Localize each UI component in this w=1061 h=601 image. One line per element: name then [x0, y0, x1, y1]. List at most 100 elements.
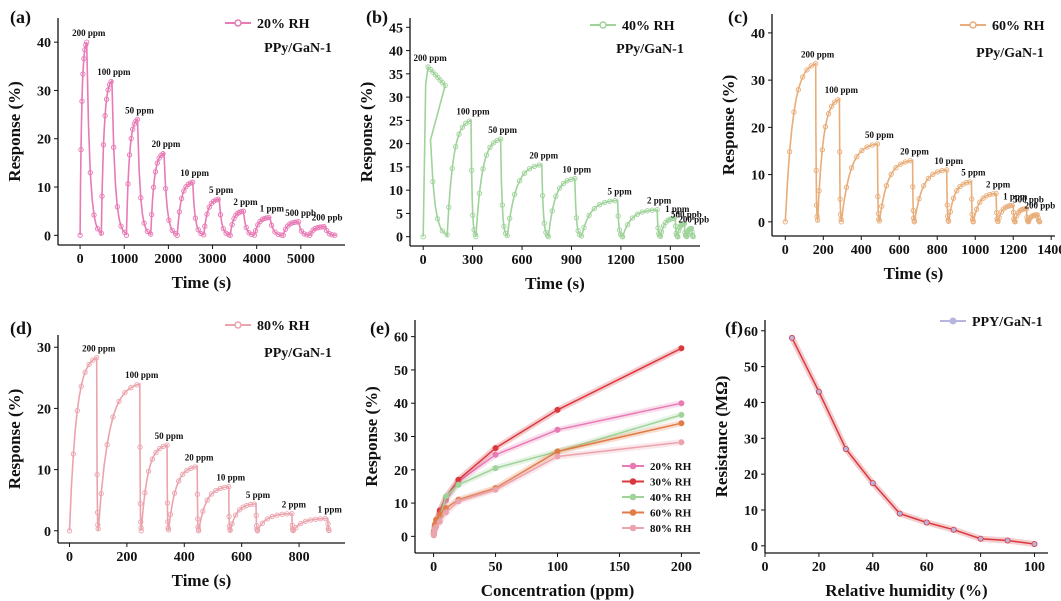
legend-label: 40% RH [650, 492, 692, 504]
concentration-label: 2 ppm [647, 196, 672, 206]
legend-marker [629, 462, 637, 470]
x-axis-title: Concentration (ppm) [481, 581, 634, 600]
data-point [911, 219, 918, 225]
x-tick-label: 1200 [999, 243, 1027, 258]
y-tick-label: 30 [751, 74, 765, 89]
data-point [681, 221, 687, 227]
data-point [945, 213, 951, 220]
concentration-label: 200 ppb [1025, 201, 1056, 211]
data-point [977, 199, 983, 205]
data-point [78, 383, 84, 389]
y-tick-label: 0 [44, 229, 51, 244]
x-tick-label: 1000 [110, 252, 138, 267]
legend-label: 30% RH [650, 477, 692, 489]
response-curve [784, 62, 1041, 223]
x-tick-label: 2000 [154, 252, 182, 267]
data-point [322, 515, 328, 522]
data-point [516, 178, 523, 184]
data-point [138, 519, 144, 525]
legend-marker [629, 509, 637, 516]
data-point [190, 179, 196, 185]
x-tick-label: 100 [547, 560, 568, 575]
data-point [436, 518, 443, 525]
data-point [149, 211, 155, 218]
data-point [298, 228, 305, 234]
concentration-label: 50 ppm [125, 105, 154, 115]
data-point [226, 484, 232, 490]
x-tick-label: 4000 [243, 252, 271, 267]
data-point [572, 175, 578, 182]
x-tick-label: 0 [420, 253, 427, 268]
data-point [837, 196, 843, 202]
data-point [164, 500, 171, 506]
data-point [105, 87, 111, 93]
y-tick-label: 0 [396, 231, 403, 246]
panel-label: (e) [370, 318, 390, 339]
data-point [150, 184, 157, 190]
data-point [128, 135, 134, 142]
data-point [326, 527, 332, 534]
data-point [326, 231, 332, 237]
data-point [323, 227, 330, 234]
data-point [142, 490, 148, 496]
concentration-label: 500 ppb [285, 208, 316, 218]
concentration-label: 20 ppm [900, 146, 929, 156]
data-point [94, 471, 100, 478]
data-point [444, 232, 450, 238]
data-point [128, 385, 134, 391]
data-point [172, 231, 179, 237]
panel-label: (b) [366, 7, 388, 28]
concentration-label: 10 ppm [934, 156, 963, 166]
data-point [835, 97, 841, 103]
data-point [436, 511, 443, 518]
data-point [843, 184, 850, 190]
data-point [828, 103, 835, 109]
data-point [80, 71, 86, 77]
x-tick-label: 800 [927, 243, 948, 258]
data-point [678, 411, 685, 418]
data-point [869, 142, 875, 148]
data-point [596, 202, 603, 208]
concentration-label: 500 ppb [671, 210, 702, 220]
data-point [279, 511, 285, 517]
data-point [126, 152, 133, 158]
legend-marker [234, 321, 242, 329]
data-point [94, 226, 101, 232]
data-point [1009, 202, 1015, 209]
data-point [607, 198, 613, 204]
data-point [319, 224, 325, 230]
concentration-label: 5 ppm [209, 185, 234, 195]
y-tick-label: 20 [389, 138, 403, 153]
legend-marker [949, 317, 957, 325]
data-point [87, 169, 93, 176]
data-point [102, 112, 108, 119]
data-point [888, 171, 894, 177]
data-point [154, 160, 160, 166]
x-tick-label: 20 [812, 560, 826, 575]
data-point [149, 456, 155, 462]
data-point [808, 63, 814, 69]
y-axis-title: Response (%) [357, 82, 376, 183]
y-tick-label: 20 [37, 402, 51, 417]
data-point [459, 124, 466, 130]
data-point [950, 195, 957, 201]
y-tick-label: 10 [394, 497, 408, 512]
data-point [103, 96, 110, 102]
data-point [624, 222, 631, 228]
data-point [581, 224, 587, 231]
data-point [476, 190, 483, 197]
x-axis-title: Time (s) [525, 274, 585, 293]
data-point [910, 207, 916, 214]
data-point [90, 357, 96, 363]
data-point [99, 193, 105, 199]
y-tick-label: 0 [44, 525, 51, 540]
response-curve [68, 356, 330, 534]
y-tick-label: 10 [389, 184, 403, 199]
x-tick-label: 400 [851, 243, 872, 258]
data-point [879, 203, 885, 209]
data-point [996, 214, 1002, 221]
data-point [800, 74, 806, 80]
x-tick-label: 40 [866, 560, 880, 575]
data-point [79, 98, 85, 104]
